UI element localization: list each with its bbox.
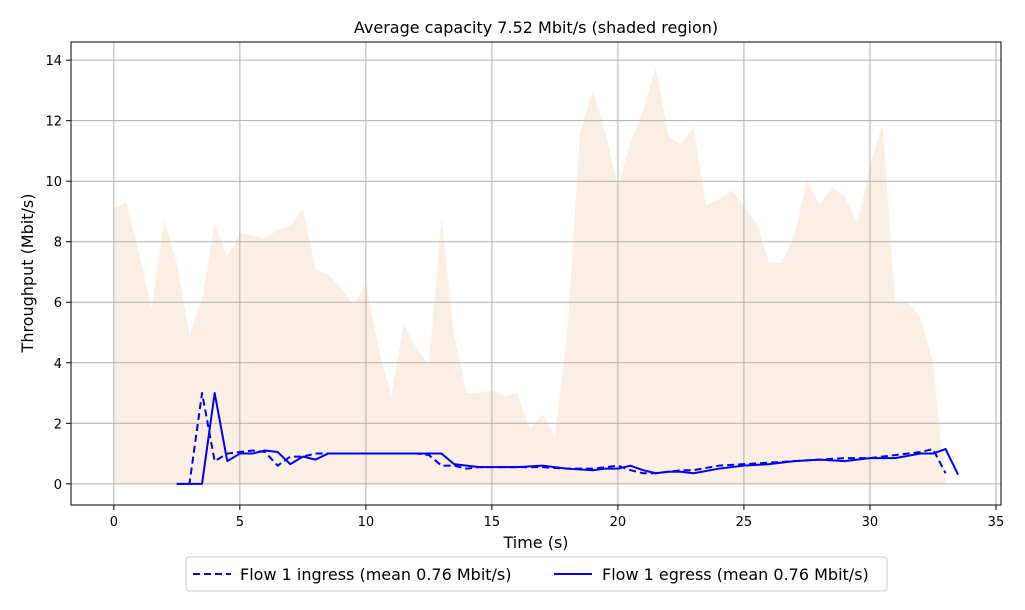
capacity-shaded-region [113,66,946,484]
x-tick-label: 35 [988,515,1005,530]
x-axis-ticks: 0 5 10 15 20 25 30 35 [110,505,1005,530]
y-tick-label: 6 [54,296,62,311]
series-lines [176,392,960,485]
x-tick-label: 0 [110,515,118,530]
legend-label-egress: Flow 1 egress (mean 0.76 Mbit/s) [602,565,869,584]
x-tick-label: 10 [358,515,375,530]
plot-area [71,42,1001,505]
y-tick-label: 10 [45,175,62,190]
plot-frame [70,41,1002,506]
legend-box [185,556,888,592]
legend: Flow 1 ingress (mean 0.76 Mbit/s) Flow 1… [185,556,888,592]
x-axis-label: Time (s) [502,533,568,552]
x-tick-label: 15 [484,515,501,530]
y-tick-label: 14 [45,54,62,69]
grid-lines [71,42,1001,505]
x-tick-label: 30 [862,515,879,530]
y-tick-label: 4 [54,357,62,372]
x-tick-label: 5 [236,515,244,530]
legend-label-ingress: Flow 1 ingress (mean 0.76 Mbit/s) [240,565,512,584]
y-tick-label: 0 [54,478,62,493]
x-tick-label: 25 [736,515,753,530]
chart-title: Average capacity 7.52 Mbit/s (shaded reg… [354,18,718,37]
y-tick-label: 2 [54,417,62,432]
series-line-egress [176,392,960,485]
y-axis-ticks: 0 2 4 6 8 10 12 14 [45,54,71,493]
y-axis-label: Throughput (Mbit/s) [18,194,37,354]
x-tick-label: 20 [610,515,627,530]
y-tick-label: 12 [45,115,62,130]
y-tick-label: 8 [54,236,62,251]
